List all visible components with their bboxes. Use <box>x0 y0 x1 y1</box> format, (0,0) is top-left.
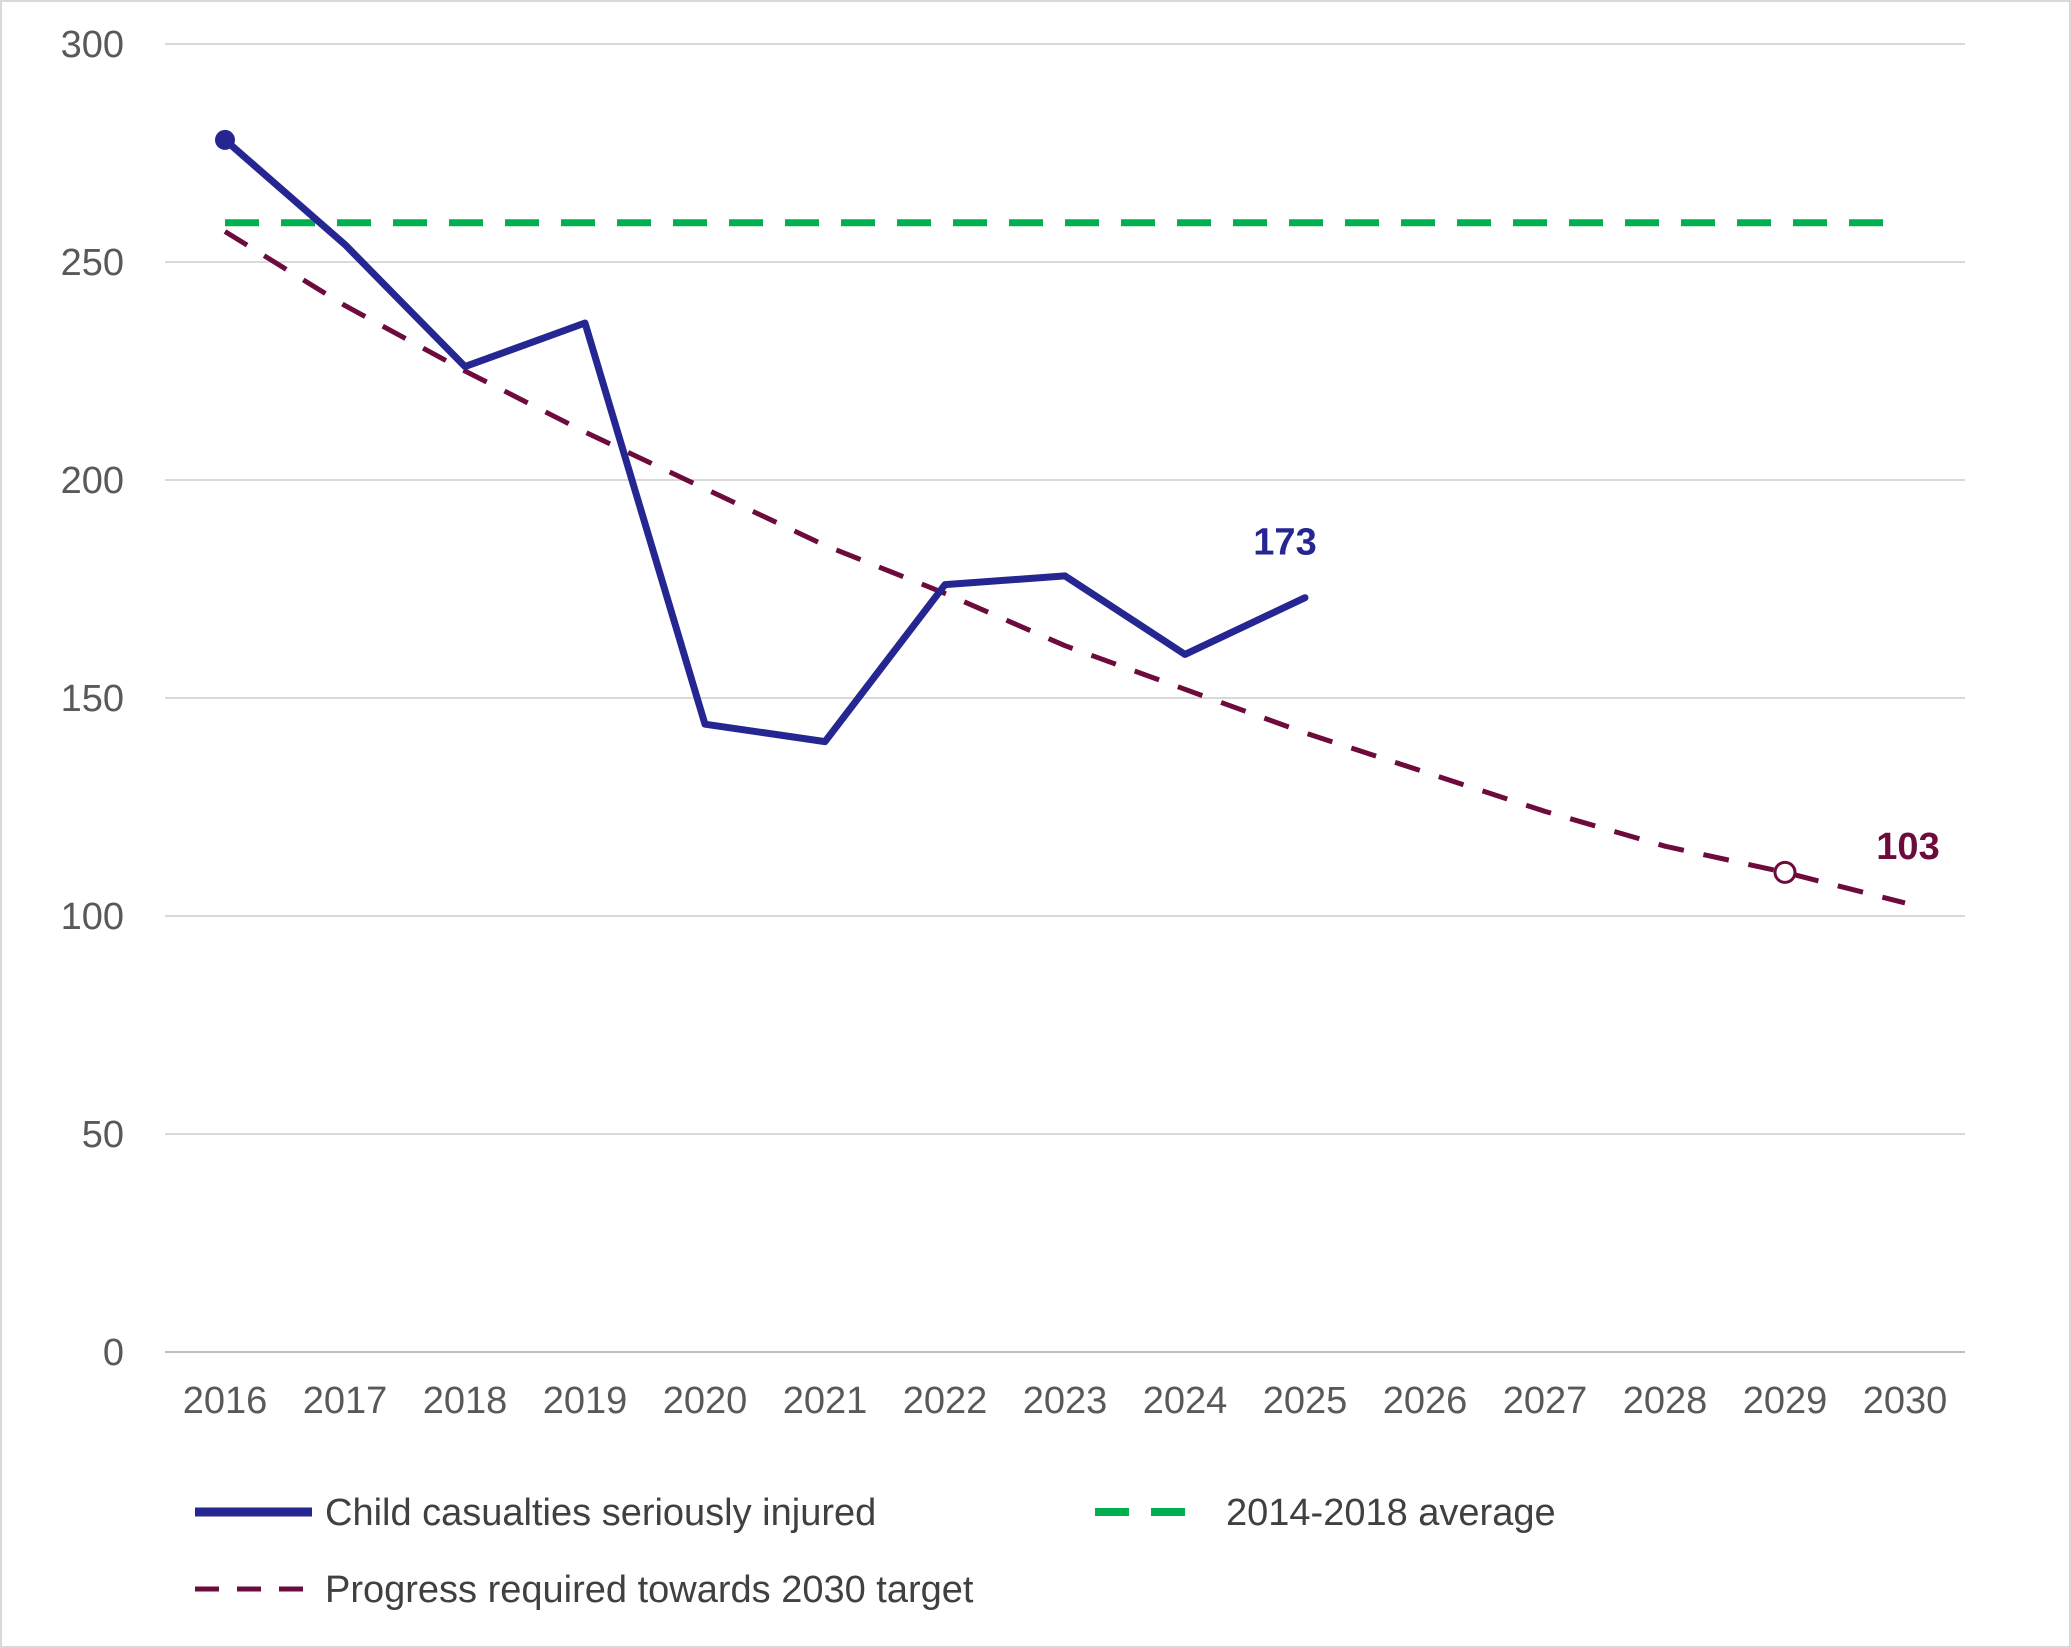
y-tick-label: 300 <box>61 24 124 66</box>
x-tick-label: 2019 <box>543 1380 628 1422</box>
x-axis-ticks: 2016 2017 2018 2019 2020 2021 2022 2023 2024 2025… <box>183 1380 1948 1422</box>
x-tick-label: 2027 <box>1503 1380 1588 1422</box>
y-tick-label: 0 <box>103 1332 124 1374</box>
target-end-label: 103 <box>1876 826 1939 868</box>
y-tick-label: 150 <box>61 678 124 720</box>
x-tick-label: 2018 <box>423 1380 508 1422</box>
actual-series-line <box>221 136 1309 746</box>
x-tick-label: 2025 <box>1263 1380 1348 1422</box>
target-series-line <box>223 229 1906 906</box>
legend-item-actual: Child casualties seriously injured <box>195 1492 876 1534</box>
y-tick-label: 200 <box>61 460 124 502</box>
start-point-marker <box>215 129 235 150</box>
x-tick-label: 2016 <box>183 1380 268 1422</box>
gridlines <box>165 43 1965 1353</box>
legend: Child casualties seriously injured 2014-2… <box>195 1492 1556 1611</box>
x-tick-label: 2030 <box>1863 1380 1948 1422</box>
x-tick-label: 2017 <box>303 1380 388 1422</box>
x-tick-label: 2023 <box>1023 1380 1108 1422</box>
series <box>215 129 1906 906</box>
legend-item-target: Progress required towards 2030 target <box>195 1569 974 1611</box>
y-tick-label: 50 <box>82 1114 124 1156</box>
x-tick-label: 2021 <box>783 1380 868 1422</box>
actual-end-label: 173 <box>1253 522 1316 564</box>
x-tick-label: 2022 <box>903 1380 988 1422</box>
x-tick-label: 2026 <box>1383 1380 1468 1422</box>
legend-label: Progress required towards 2030 target <box>325 1569 974 1611</box>
legend-item-average: 2014-2018 average <box>1095 1492 1556 1534</box>
y-tick-label: 250 <box>61 242 124 284</box>
y-tick-label: 100 <box>61 896 124 938</box>
y-axis-ticks: 0 50 100 150 200 250 300 <box>61 24 124 1374</box>
x-tick-label: 2020 <box>663 1380 748 1422</box>
legend-label: 2014-2018 average <box>1226 1492 1556 1534</box>
x-tick-label: 2024 <box>1143 1380 1228 1422</box>
x-tick-label: 2029 <box>1743 1380 1828 1422</box>
legend-label: Child casualties seriously injured <box>325 1492 876 1534</box>
target-milestone-marker <box>1773 860 1797 884</box>
x-tick-label: 2028 <box>1623 1380 1708 1422</box>
data-labels: 103 173 <box>1253 522 1939 868</box>
